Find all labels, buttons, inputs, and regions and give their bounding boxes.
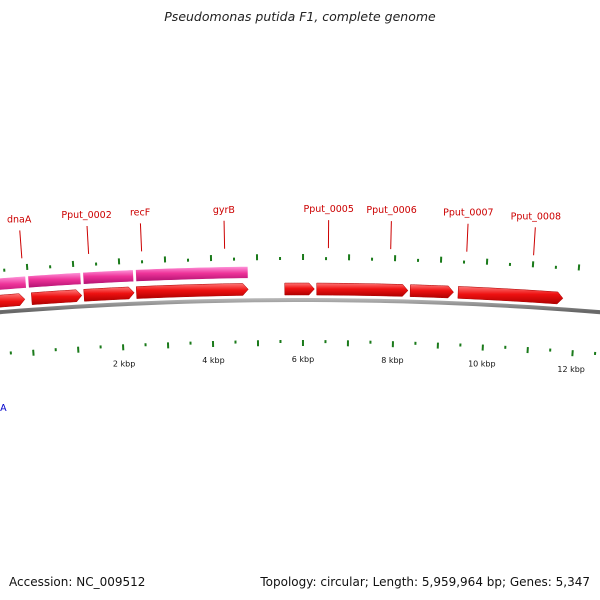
gene-label: gyrB: [213, 205, 235, 216]
genome-backbone: [0, 298, 600, 315]
label-layer: dnaA Pput_0002 recF gyrB Pput_0005 Pput_0006 P…: [0, 204, 585, 414]
gene-label: Pput_0002: [61, 210, 111, 221]
gene-leader-line: [390, 221, 392, 250]
gene-leader-line: [139, 223, 143, 252]
scale-label: 4 kbp: [202, 356, 224, 365]
forward-cds-arrow: [457, 286, 564, 305]
rna-feature-band: [135, 266, 249, 282]
feature-layer: [0, 266, 564, 308]
forward-cds-arrow: [83, 286, 135, 302]
genome-title: Pseudomonas putida F1, complete genome: [164, 9, 436, 24]
gene-label: Pput_0005: [303, 204, 353, 215]
scale-label: 6 kbp: [292, 355, 314, 364]
accession-text: Accession: NC_009512: [9, 575, 146, 589]
gene-label: Pput_0008: [511, 211, 561, 222]
forward-cds-arrow: [409, 284, 454, 299]
backbone-layer: [0, 298, 600, 315]
gene-leader-line: [466, 223, 469, 252]
scale-label: 2 kbp: [113, 359, 135, 368]
gene-leader-line: [19, 230, 23, 259]
gene-label: Pput_0006: [366, 205, 416, 216]
forward-cds-arrow: [0, 293, 26, 308]
gene-leader-line: [223, 220, 226, 249]
gene-label: rnpA: [0, 403, 7, 414]
tick-layer: [3, 254, 597, 357]
gene-leader-line: [533, 227, 536, 256]
forward-cds-arrow: [135, 283, 249, 299]
gene-label: recF: [130, 207, 150, 218]
gene-label: Pput_0007: [443, 208, 493, 219]
forward-cds-arrow: [316, 282, 409, 297]
gene-leader-line: [86, 225, 90, 254]
rna-feature-band: [27, 272, 82, 289]
scale-label: 10 kbp: [468, 360, 496, 369]
genome-summary-text: Topology: circular; Length: 5,959,964 bp…: [260, 575, 590, 589]
rna-feature-band: [0, 275, 27, 291]
rna-feature-band: [82, 269, 135, 285]
forward-cds-arrow: [284, 282, 315, 296]
forward-cds-arrow: [31, 289, 83, 305]
gene-label: dnaA: [7, 214, 32, 225]
scale-label: 12 kbp: [557, 365, 585, 374]
scale-label: 8 kbp: [381, 356, 403, 365]
